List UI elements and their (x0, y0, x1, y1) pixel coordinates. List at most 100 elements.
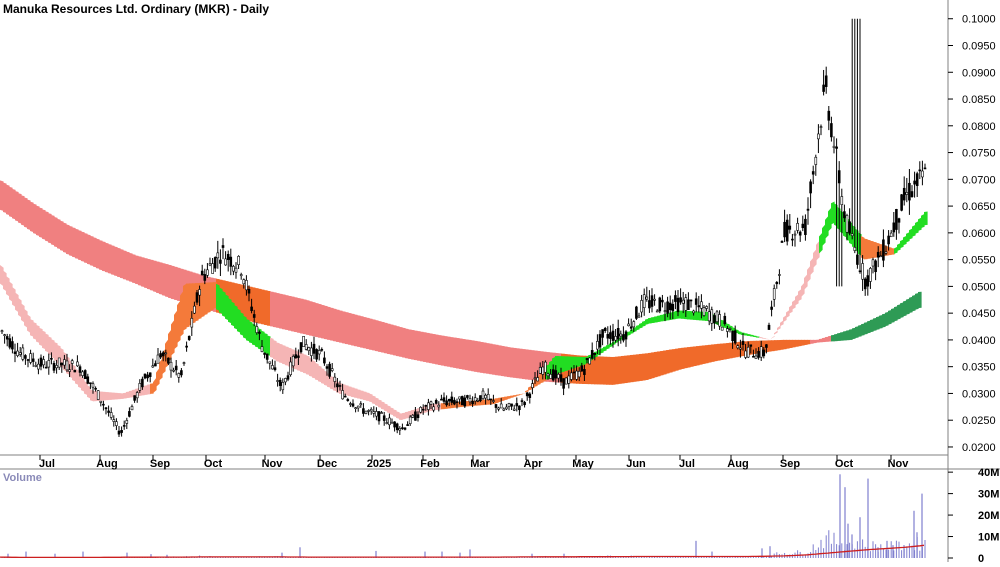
candle (508, 403, 510, 410)
candle (82, 370, 84, 378)
candle (368, 409, 370, 415)
candle-body (828, 111, 830, 120)
candle-body (290, 362, 292, 375)
candle (227, 251, 229, 272)
candle (789, 214, 791, 234)
candle-body (87, 377, 89, 384)
candle-body (745, 351, 747, 357)
candle (513, 405, 515, 411)
candle-body (555, 371, 557, 379)
candle-body (37, 364, 39, 369)
candle-body (474, 398, 476, 401)
candle-body (368, 410, 370, 411)
x-tick-label: Aug (727, 458, 748, 470)
candle-body (919, 170, 921, 171)
candle-body (911, 192, 913, 197)
candle-body (703, 308, 705, 316)
price-axis: 0.02000.02500.03000.03500.04000.04500.05… (948, 14, 996, 454)
candle-body (812, 171, 814, 174)
candle-body (180, 371, 182, 375)
candle (121, 426, 123, 436)
volume-average-line (0, 545, 924, 557)
price-tick-label: 0.0300 (962, 388, 996, 400)
candle (292, 354, 294, 371)
candle-body (74, 370, 76, 372)
candle-body (482, 391, 484, 399)
candle-body (313, 344, 315, 353)
candle (183, 362, 185, 366)
candle (321, 347, 323, 351)
candle-body (248, 289, 250, 293)
price-tick-label: 0.0650 (962, 201, 996, 213)
candle (360, 401, 362, 408)
candle-body (583, 369, 585, 374)
candle-body (867, 276, 869, 287)
price-tick-label: 0.0600 (962, 228, 996, 240)
candle-body (856, 255, 858, 265)
candle-body (565, 378, 567, 384)
price-tick-label: 0.0400 (962, 335, 996, 347)
candle-body (854, 247, 856, 250)
price-tick-label: 0.0950 (962, 41, 996, 53)
candle-body (183, 363, 185, 364)
candle-body (110, 413, 112, 418)
candle (674, 290, 676, 309)
price-tick-label: 0.0200 (962, 442, 996, 454)
candle-body (318, 350, 320, 354)
candle-body (492, 401, 494, 402)
candle-body (898, 219, 900, 223)
candle (300, 342, 302, 353)
candle-body (128, 411, 130, 416)
candle-body (768, 325, 770, 329)
candle-body (149, 373, 151, 377)
candle (820, 124, 822, 135)
volume-bars (2, 474, 925, 558)
candle-body (261, 347, 263, 352)
candle-body (349, 404, 351, 405)
candle-body (35, 365, 37, 366)
candle-body (817, 134, 819, 139)
candle (373, 406, 375, 417)
candle-body (755, 356, 757, 359)
candle-body (6, 336, 8, 339)
price-tick-label: 0.0750 (962, 148, 996, 160)
candle-body (375, 411, 377, 416)
candle (131, 405, 133, 410)
candle (773, 284, 775, 306)
candle-body (643, 295, 645, 308)
candle (625, 330, 627, 347)
candle-body (682, 300, 684, 303)
candle (347, 398, 349, 402)
candle-body (22, 348, 24, 359)
candle (329, 362, 331, 379)
candle (690, 300, 692, 308)
candle (357, 406, 359, 412)
candle (477, 398, 479, 402)
candle (152, 359, 154, 368)
candle-body (134, 396, 136, 401)
candle (531, 380, 533, 395)
candle-body (469, 398, 471, 402)
candle-body (11, 342, 13, 350)
candle-body (323, 358, 325, 363)
candle-body (420, 407, 422, 412)
candle-body (877, 252, 879, 257)
candle-body (602, 330, 604, 338)
candle (654, 294, 656, 306)
candle (61, 362, 63, 373)
candle-body (713, 315, 715, 323)
candle-body (586, 358, 588, 359)
candle-body (500, 404, 502, 408)
candle (355, 407, 357, 412)
candle-body (76, 362, 78, 366)
candle (180, 368, 182, 377)
candle-body (362, 409, 364, 414)
candle-body (464, 398, 466, 406)
candle (274, 361, 276, 372)
x-tick-label: Sep (780, 458, 800, 470)
candle (102, 401, 104, 411)
candle (495, 404, 497, 413)
candle-body (869, 268, 871, 281)
candle-body (698, 306, 700, 307)
